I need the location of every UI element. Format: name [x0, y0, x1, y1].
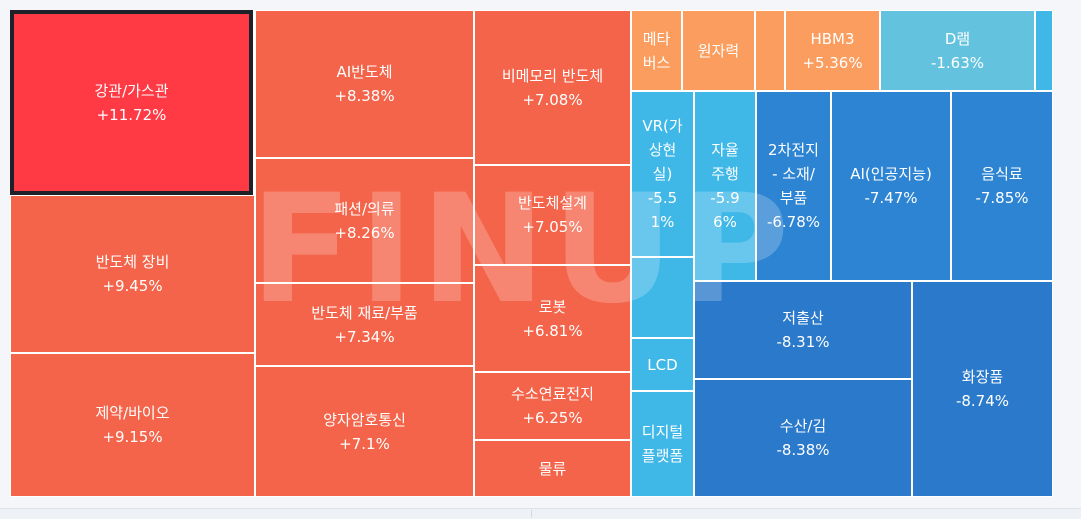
tile-name: 원자력 [697, 41, 740, 60]
tile-semiconductor-design[interactable]: 반도체설계 +7.05% [474, 165, 631, 265]
tile-pharma-bio[interactable]: 제약/바이오 +9.15% [10, 353, 255, 497]
tile-digital-platform[interactable]: 디지털 플랫폼 [631, 391, 694, 497]
tile-name: 양자암호통신 [323, 410, 406, 429]
tile-change: +7.1% [339, 434, 390, 453]
tile-fashion-apparel[interactable]: 패션/의류 +8.26% [255, 158, 474, 283]
tile-semiconductor-materials[interactable]: 반도체 재료/부품 +7.34% [255, 283, 474, 366]
tile-steel-pipe[interactable]: 강관/가스관 +11.72% [10, 10, 253, 195]
tile-change: +7.08% [522, 90, 583, 109]
tile-change: +6.81% [522, 321, 583, 340]
tile-change: -6.78% [766, 213, 821, 231]
tile-non-memory-semiconductor[interactable]: 비메모리 반도체 +7.08% [474, 10, 631, 165]
tile-change: -1.63% [930, 53, 985, 72]
tile-name: 제약/바이오 [95, 404, 170, 422]
tile-name: 화장품 [961, 368, 1004, 386]
tile-change: -8.74% [955, 392, 1010, 410]
tile-name: VR(가 상현 실) [642, 117, 683, 183]
tile-change: +8.26% [334, 223, 395, 242]
tile-seafood-laver[interactable]: 수산/김 -8.38% [694, 379, 912, 497]
tile-unlabeled-orange[interactable] [755, 10, 785, 91]
tile-name: 패션/의류 [334, 199, 395, 218]
tile-unlabeled-blue[interactable] [1035, 10, 1053, 91]
tile-ai-semiconductor[interactable]: AI반도체 +8.38% [255, 10, 474, 158]
tile-dram[interactable]: D램 -1.63% [880, 10, 1035, 91]
bottom-scroll-strip [0, 508, 1081, 519]
tile-name: HBM3 [810, 29, 855, 48]
tile-name: 수소연료전지 [511, 385, 594, 403]
tile-name: 디지털 플랫폼 [641, 423, 684, 465]
tile-name: 2차전지 - 소재/ 부품 [768, 141, 819, 207]
tile-change: +7.05% [522, 218, 583, 236]
tile-metaverse[interactable]: 메타 버스 [631, 10, 682, 91]
tile-change: -8.31% [776, 333, 830, 351]
tile-vr[interactable]: VR(가 상현 실) -5.5 1% [631, 91, 694, 257]
tile-name: 반도체 재료/부품 [311, 303, 418, 322]
tile-change: +11.72% [96, 105, 167, 124]
tile-lcd[interactable]: LCD [631, 338, 694, 391]
treemap-frame: 강관/가스관 +11.72% 반도체 장비 +9.45% 제약/바이오 +9.1… [10, 10, 1053, 497]
tile-name: 로봇 [538, 297, 567, 316]
tile-name: 자율 주행 [711, 141, 739, 183]
tile-name: 강관/가스관 [94, 81, 169, 100]
tile-name: 음식료 [981, 165, 1023, 183]
tile-semiconductor-equipment[interactable]: 반도체 장비 +9.45% [10, 195, 255, 353]
tile-change: +7.34% [334, 327, 395, 346]
tile-hydrogen-fuel-cell[interactable]: 수소연료전지 +6.25% [474, 372, 631, 440]
tile-change: +5.36% [802, 53, 863, 72]
tile-artificial-intelligence[interactable]: AI(인공지능) -7.47% [831, 91, 951, 281]
tile-name: 수산/김 [779, 417, 827, 435]
tile-name: LCD [647, 355, 678, 374]
tile-name: 비메모리 반도체 [501, 66, 604, 85]
tile-name: 메타 버스 [642, 29, 671, 72]
tile-cosmetics[interactable]: 화장품 -8.74% [912, 281, 1053, 497]
tile-change: +6.25% [522, 409, 583, 427]
tile-food-beverage[interactable]: 음식료 -7.85% [951, 91, 1053, 281]
tile-name: 반도체 장비 [95, 253, 170, 271]
tile-name: 물류 [538, 459, 567, 478]
tile-secondary-battery-materials[interactable]: 2차전지 - 소재/ 부품 -6.78% [756, 91, 831, 281]
tile-change: -5.9 6% [710, 189, 740, 231]
tile-low-birthrate[interactable]: 저출산 -8.31% [694, 281, 912, 379]
tile-quantum-cryptography[interactable]: 양자암호통신 +7.1% [255, 366, 474, 497]
tile-name: AI(인공지능) [850, 165, 932, 183]
tile-change: -7.47% [864, 189, 918, 207]
tile-name: D램 [944, 29, 971, 48]
tile-robot[interactable]: 로봇 +6.81% [474, 265, 631, 372]
tile-logistics[interactable]: 물류 [474, 440, 631, 497]
tile-name: 반도체설계 [517, 194, 587, 212]
tile-name: AI반도체 [336, 63, 393, 81]
tile-name: 저출산 [782, 309, 824, 327]
tile-change: -7.85% [975, 189, 1029, 207]
tile-change: +8.38% [334, 87, 395, 105]
tile-nuclear-power[interactable]: 원자력 [682, 10, 755, 91]
tile-change: +9.45% [102, 277, 163, 295]
tile-hbm3[interactable]: HBM3 +5.36% [785, 10, 880, 91]
tile-change: -8.38% [776, 441, 830, 459]
tile-change: +9.15% [102, 428, 163, 446]
tile-autonomous-driving[interactable]: 자율 주행 -5.9 6% [694, 91, 756, 281]
bottom-divider [531, 510, 532, 518]
tile-change: -5.5 1% [647, 189, 678, 231]
tile-unlabeled-narrow[interactable] [631, 257, 694, 338]
